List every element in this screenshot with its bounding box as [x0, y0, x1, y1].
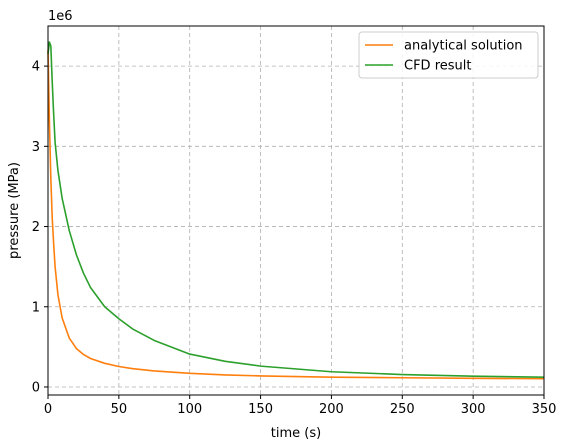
x-tick-label: 50 — [111, 402, 128, 417]
x-tick-label: 200 — [319, 402, 344, 417]
plot-frame — [47, 25, 545, 396]
y-axis-offset-label: 1e6 — [48, 9, 73, 24]
y-tick-label: 0 — [32, 380, 40, 395]
x-tick-label: 250 — [390, 402, 415, 417]
y-tick-label: 3 — [32, 140, 40, 155]
series-lines — [47, 41, 545, 380]
legend-box — [358, 31, 539, 79]
y-tick-label: 1 — [32, 300, 40, 315]
legend-entry-label: analytical solution — [404, 39, 523, 54]
x-axis-label: time (s) — [271, 426, 321, 441]
axis-ticks: 0 50 100 150 200 250 300 350 0 1 2 3 4 — [32, 60, 557, 417]
x-tick-label: 100 — [177, 402, 202, 417]
grid-lines — [47, 26, 545, 395]
legend: analytical solution CFD result — [358, 31, 539, 79]
x-tick-label: 150 — [248, 402, 273, 417]
legend-entry-label: CFD result — [404, 59, 471, 74]
x-tick-label: 300 — [461, 402, 486, 417]
x-tick-label: 350 — [532, 402, 557, 417]
series-line — [47, 50, 545, 380]
x-tick-label: 0 — [44, 402, 52, 417]
y-tick-label: 2 — [32, 220, 40, 235]
y-tick-label: 4 — [32, 60, 40, 75]
y-axis-label: pressure (MPa) — [7, 162, 22, 259]
series-line — [47, 41, 545, 378]
